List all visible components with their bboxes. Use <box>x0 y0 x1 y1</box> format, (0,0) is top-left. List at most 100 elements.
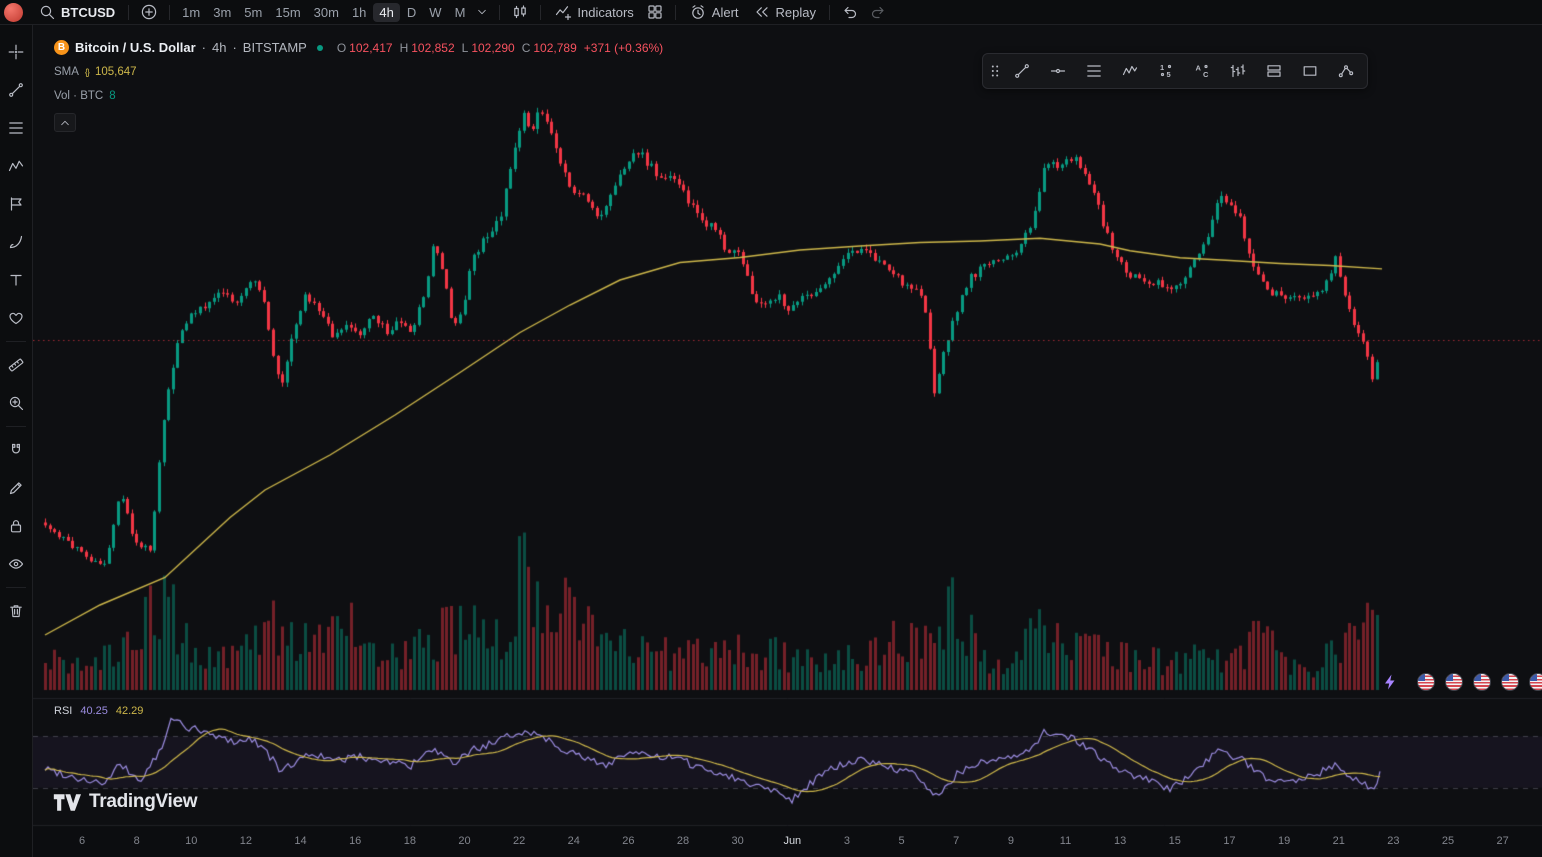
measure-tool[interactable] <box>3 352 29 378</box>
trend-line-button[interactable] <box>1005 57 1039 85</box>
time-tick: 26 <box>622 835 635 847</box>
undo-button[interactable] <box>836 1 864 23</box>
chart-quick-icons <box>1381 673 1542 691</box>
draw-tool[interactable] <box>3 475 29 501</box>
interval-label: 4h <box>211 40 227 55</box>
add-compare-button[interactable] <box>135 1 163 23</box>
lock-drawings-tool[interactable] <box>3 513 29 539</box>
rsi-legend[interactable]: RSI 40.25 42.29 <box>54 705 143 717</box>
text-icon <box>7 271 25 289</box>
volume-value: 8 <box>109 90 116 102</box>
timeframe-15m[interactable]: 15m <box>275 4 301 20</box>
ohlc-values: O 102,417 H 102,852 L 102,290 C 102,789 … <box>333 41 663 55</box>
time-axis[interactable]: 6 8 10 12 14 16 18 20 22 24 26 28 30 Jun 3 5 7 9 11 13 15 17 1… <box>33 826 1542 857</box>
emoji-tool[interactable] <box>3 305 29 331</box>
trash-icon <box>7 602 25 620</box>
close-value: 102,789 <box>533 40 577 55</box>
timeframe-W[interactable]: W <box>429 4 442 20</box>
time-tick: 5 <box>898 835 905 847</box>
low-value: 102,290 <box>471 40 515 55</box>
horizontal-line-button[interactable] <box>1041 57 1075 85</box>
event-flag-icon[interactable] <box>1417 673 1435 691</box>
chart-style-button[interactable] <box>506 1 534 23</box>
hide-drawings-tool[interactable] <box>3 551 29 577</box>
redo-button[interactable] <box>864 1 892 23</box>
event-flag-icon[interactable] <box>1473 673 1491 691</box>
crosshair-tool[interactable] <box>3 39 29 65</box>
volume-legend[interactable]: Vol · BTC 8 <box>54 90 116 102</box>
chevron-up-icon <box>59 117 71 129</box>
fib-retracement-tool[interactable] <box>3 115 29 141</box>
indicators-button[interactable]: Indicators <box>547 1 640 23</box>
timeframe-5m[interactable]: 5m <box>244 4 263 20</box>
exchange-label: BITSTAMP <box>242 40 307 55</box>
toolbar-separator <box>674 4 676 20</box>
sidebar-separator <box>6 426 26 427</box>
change-value: +371 (+0.36%) <box>583 40 664 55</box>
bar-pattern-button[interactable] <box>1221 57 1255 85</box>
layout-grid-button[interactable] <box>641 1 669 23</box>
replay-icon <box>753 3 771 21</box>
replay-button[interactable]: Replay <box>746 1 823 23</box>
rectangle-button[interactable] <box>1293 57 1327 85</box>
timeframe-1m[interactable]: 1m <box>182 4 201 20</box>
timeframe-3m[interactable]: 3m <box>213 4 232 20</box>
collapse-legend-button[interactable] <box>54 113 76 132</box>
path-button[interactable] <box>1329 57 1363 85</box>
brush-tool[interactable] <box>3 229 29 255</box>
time-tick: 27 <box>1496 835 1509 847</box>
longshort-icon <box>1265 62 1283 80</box>
timeframe-M[interactable]: M <box>454 4 466 20</box>
user-avatar[interactable] <box>4 2 23 22</box>
time-tick: 23 <box>1387 835 1400 847</box>
forecast-tool[interactable] <box>3 191 29 217</box>
event-flag-icon[interactable] <box>1445 673 1463 691</box>
time-tick: 18 <box>403 835 416 847</box>
event-flag-icon[interactable] <box>1501 673 1519 691</box>
text-tool[interactable] <box>3 267 29 293</box>
magnet-tool[interactable] <box>3 437 29 463</box>
chart-canvas[interactable] <box>33 25 1542 857</box>
time-tick: 12 <box>239 835 253 847</box>
time-tick: 17 <box>1223 835 1236 847</box>
timeframe-menu-button[interactable] <box>471 4 493 20</box>
plus-circle-icon <box>140 3 158 21</box>
remove-drawings-tool[interactable] <box>3 598 29 624</box>
heart-icon <box>7 309 25 327</box>
undo-icon <box>841 3 859 21</box>
timeframe-4h[interactable]: 4h <box>373 2 400 22</box>
time-tick: 10 <box>185 835 198 847</box>
drag-handle[interactable] <box>987 57 1003 85</box>
symbol-search-button[interactable]: BTCUSD <box>31 1 122 23</box>
timeframe-1h[interactable]: 1h <box>351 4 367 20</box>
boost-lightning-icon[interactable] <box>1381 673 1399 691</box>
alert-button[interactable]: Alert <box>682 1 746 23</box>
waves-icon <box>1121 62 1139 80</box>
market-status-icon <box>316 44 323 51</box>
timeframe-D[interactable]: D <box>406 4 417 20</box>
pencil-icon <box>7 479 25 497</box>
trend-line-tool[interactable] <box>3 77 29 103</box>
position-button[interactable] <box>1257 57 1291 85</box>
hline-icon <box>1049 62 1067 80</box>
zoom-in-tool[interactable] <box>3 390 29 416</box>
separator-dot: · <box>201 40 206 55</box>
time-tick: 11 <box>1059 835 1072 847</box>
time-tick: 3 <box>843 835 851 847</box>
rsi-ma-value: 42.29 <box>115 705 144 717</box>
time-tick: 24 <box>567 835 580 847</box>
sma-value: 105,647 <box>94 66 137 78</box>
fib-lines-button[interactable] <box>1077 57 1111 85</box>
sma-legend[interactable]: SMA {} 105,647 <box>54 66 137 78</box>
wave-pattern-button[interactable] <box>1113 57 1147 85</box>
event-flag-icon[interactable] <box>1529 673 1542 691</box>
pattern-tool[interactable] <box>3 153 29 179</box>
time-tick: 22 <box>512 835 526 847</box>
rectangle-icon <box>1301 62 1319 80</box>
rsi-value: 40.25 <box>80 705 108 717</box>
timeframe-30m[interactable]: 30m <box>313 4 339 20</box>
symbol-legend[interactable]: B Bitcoin / U.S. Dollar · 4h · BITSTAMP … <box>54 40 663 55</box>
high-label: H <box>399 40 409 55</box>
